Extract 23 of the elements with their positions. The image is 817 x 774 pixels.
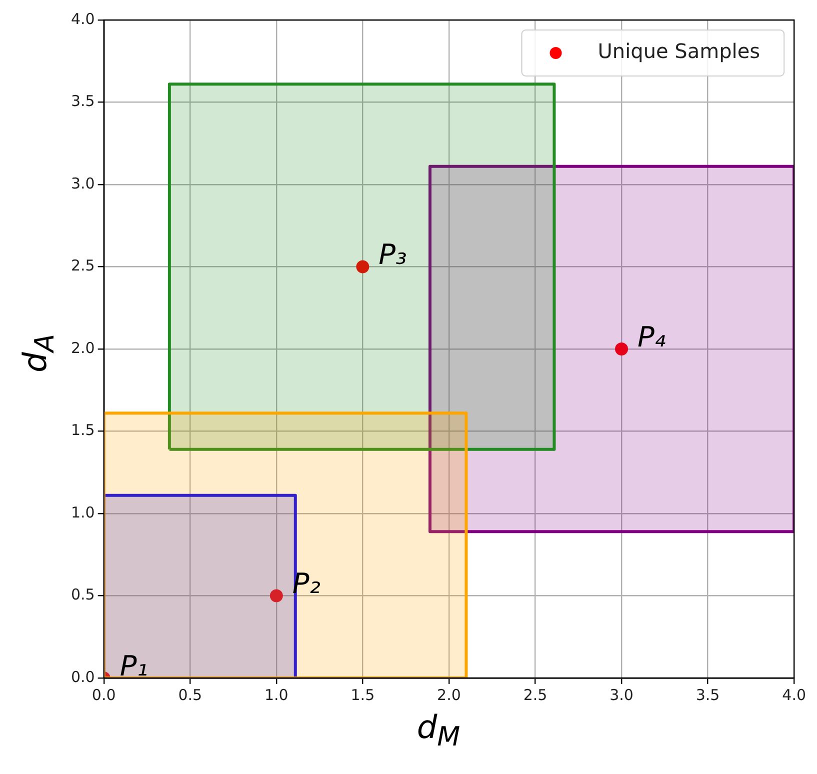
y-tick-label: 2.0 (70, 338, 95, 357)
y-tick-label: 4.0 (70, 10, 95, 28)
legend-label: Unique Samples (598, 39, 760, 64)
annotation: P₃ (378, 238, 407, 272)
y-tick-label: 0.5 (70, 586, 95, 604)
annotation: P₁ (120, 649, 148, 682)
x-tick-label: 2.5 (523, 686, 548, 704)
x-tick-label: 3.5 (696, 686, 720, 704)
x-tick-label: 3.0 (610, 686, 634, 704)
x-axis-title: d$_{M}$ (416, 708, 462, 752)
y-tick-label: 3.0 (70, 174, 95, 192)
y-tick-label: 1.0 (70, 503, 95, 522)
y-tick-label: 3.5 (70, 92, 95, 110)
y-tick-label: 2.5 (70, 256, 95, 275)
y-tick-label: 1.5 (70, 421, 95, 440)
x-tick-label: 2.0 (437, 686, 461, 704)
x-tick-label: 0.5 (178, 686, 202, 704)
x-tick-label: 1.5 (350, 686, 375, 704)
annotation: P₄ (638, 320, 666, 354)
x-tick-label: 1.0 (264, 686, 288, 704)
y-tick-label: 0.0 (70, 668, 95, 686)
x-tick-label: 4.0 (782, 686, 806, 704)
x-tick-label: 0.0 (92, 686, 116, 704)
